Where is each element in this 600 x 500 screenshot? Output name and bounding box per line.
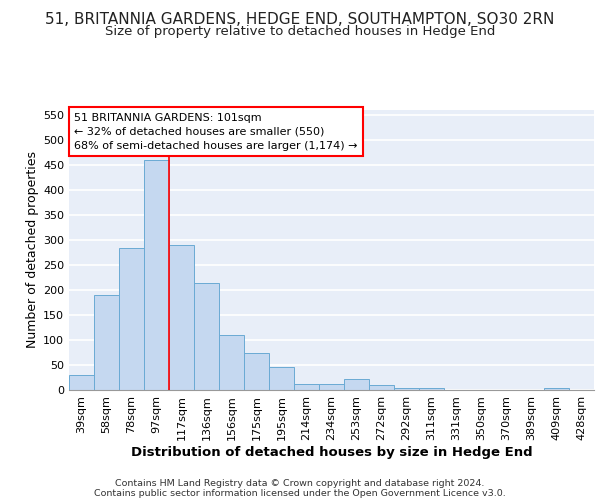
Bar [419,388,444,390]
Text: 51, BRITANNIA GARDENS, HEDGE END, SOUTHAMPTON, SO30 2RN: 51, BRITANNIA GARDENS, HEDGE END, SOUTHA… [46,12,554,28]
Bar [544,388,569,390]
Text: Contains public sector information licensed under the Open Government Licence v3: Contains public sector information licen… [94,488,506,498]
Bar [194,282,219,390]
Bar [344,379,369,390]
Bar [144,160,169,390]
Bar [394,388,419,390]
Bar [244,352,269,390]
X-axis label: Distribution of detached houses by size in Hedge End: Distribution of detached houses by size … [131,446,532,458]
Bar [369,385,394,390]
Bar [269,366,294,390]
Bar [94,295,119,390]
Text: Size of property relative to detached houses in Hedge End: Size of property relative to detached ho… [105,25,495,38]
Bar [294,384,319,390]
Y-axis label: Number of detached properties: Number of detached properties [26,152,39,348]
Bar [169,245,194,390]
Bar [69,375,94,390]
Text: 51 BRITANNIA GARDENS: 101sqm
← 32% of detached houses are smaller (550)
68% of s: 51 BRITANNIA GARDENS: 101sqm ← 32% of de… [74,113,358,151]
Text: Contains HM Land Registry data © Crown copyright and database right 2024.: Contains HM Land Registry data © Crown c… [115,478,485,488]
Bar [219,335,244,390]
Bar [319,384,344,390]
Bar [119,248,144,390]
